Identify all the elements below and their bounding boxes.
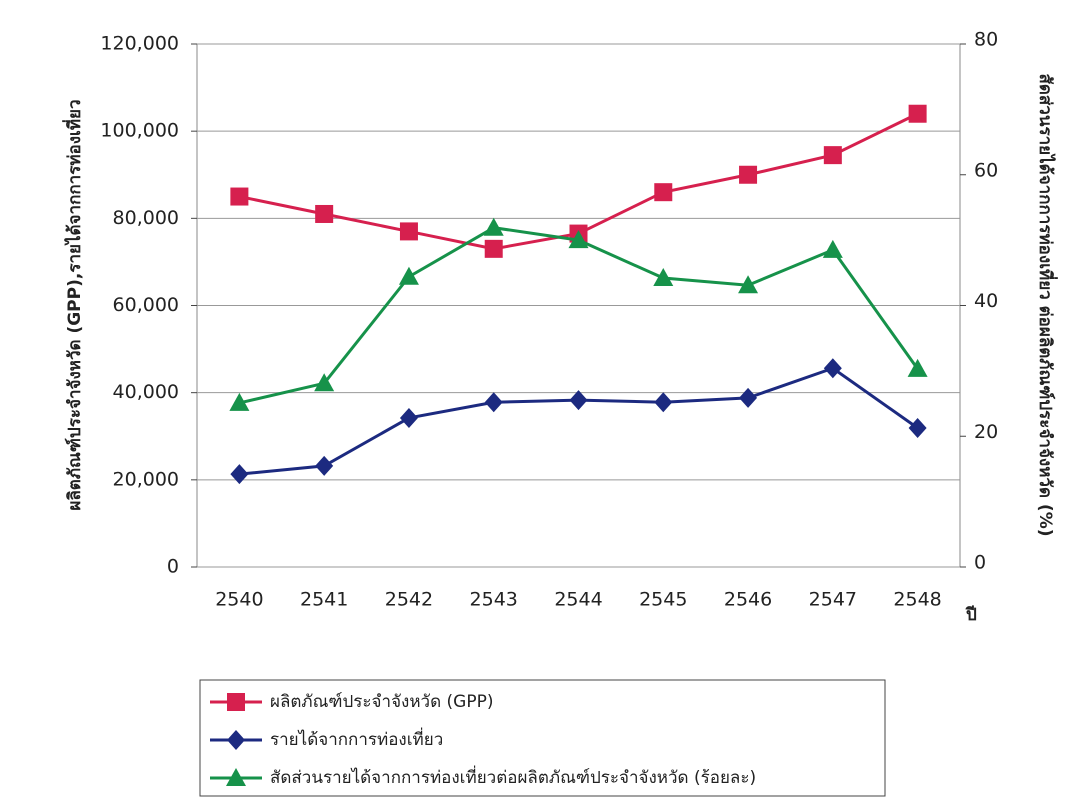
legend-label: ผลิตภัณฑ์ประจำจังหวัด (GPP) [270,692,493,712]
legend-label: รายได้จากการท่องเที่ยว [270,727,443,750]
chart: ผลิตภัณฑ์ประจำจังหวัด (GPP),รายได้จากการ… [0,0,1085,800]
data-point [909,105,927,123]
y2-tick-label: 80 [974,29,998,51]
x-tick-label: 2542 [385,589,433,611]
y-tick-label: 0 [167,556,179,578]
data-point [400,222,418,240]
x-tick-label: 2546 [724,589,772,611]
data-point [654,183,672,201]
y-tick-label: 20,000 [113,468,179,490]
y-tick-label: 40,000 [113,381,179,403]
y2-axis-label: สัดส่วนรายได้จากการท่องเที่ยว ต่อผลิตภัณ… [1035,74,1058,537]
x-tick-label: 2540 [215,589,263,611]
y2-tick-label: 0 [974,552,986,574]
y2-tick-label: 20 [974,421,998,443]
data-point [485,240,503,258]
x-tick-label: 2548 [893,589,941,611]
x-tick-label: 2543 [470,589,518,611]
legend-label: สัดส่วนรายได้จากการท่องเที่ยวต่อผลิตภัณฑ… [270,765,756,788]
data-point [315,205,333,223]
y-axis-label: ผลิตภัณฑ์ประจำจังหวัด (GPP),รายได้จากการ… [62,99,85,510]
y2-tick-label: 60 [974,159,998,181]
x-tick-label: 2544 [554,589,602,611]
x-tick-label: 2541 [300,589,348,611]
x-axis-label: ปี [965,604,977,625]
data-point [824,146,842,164]
x-tick-label: 2547 [809,589,857,611]
y-tick-label: 60,000 [113,294,179,316]
x-tick-label: 2545 [639,589,687,611]
data-point [230,188,248,206]
y-tick-label: 100,000 [100,120,179,142]
data-point [739,166,757,184]
legend-marker [227,693,245,711]
y-tick-label: 80,000 [113,207,179,229]
y-tick-label: 120,000 [100,33,179,55]
y2-tick-label: 40 [974,290,998,312]
